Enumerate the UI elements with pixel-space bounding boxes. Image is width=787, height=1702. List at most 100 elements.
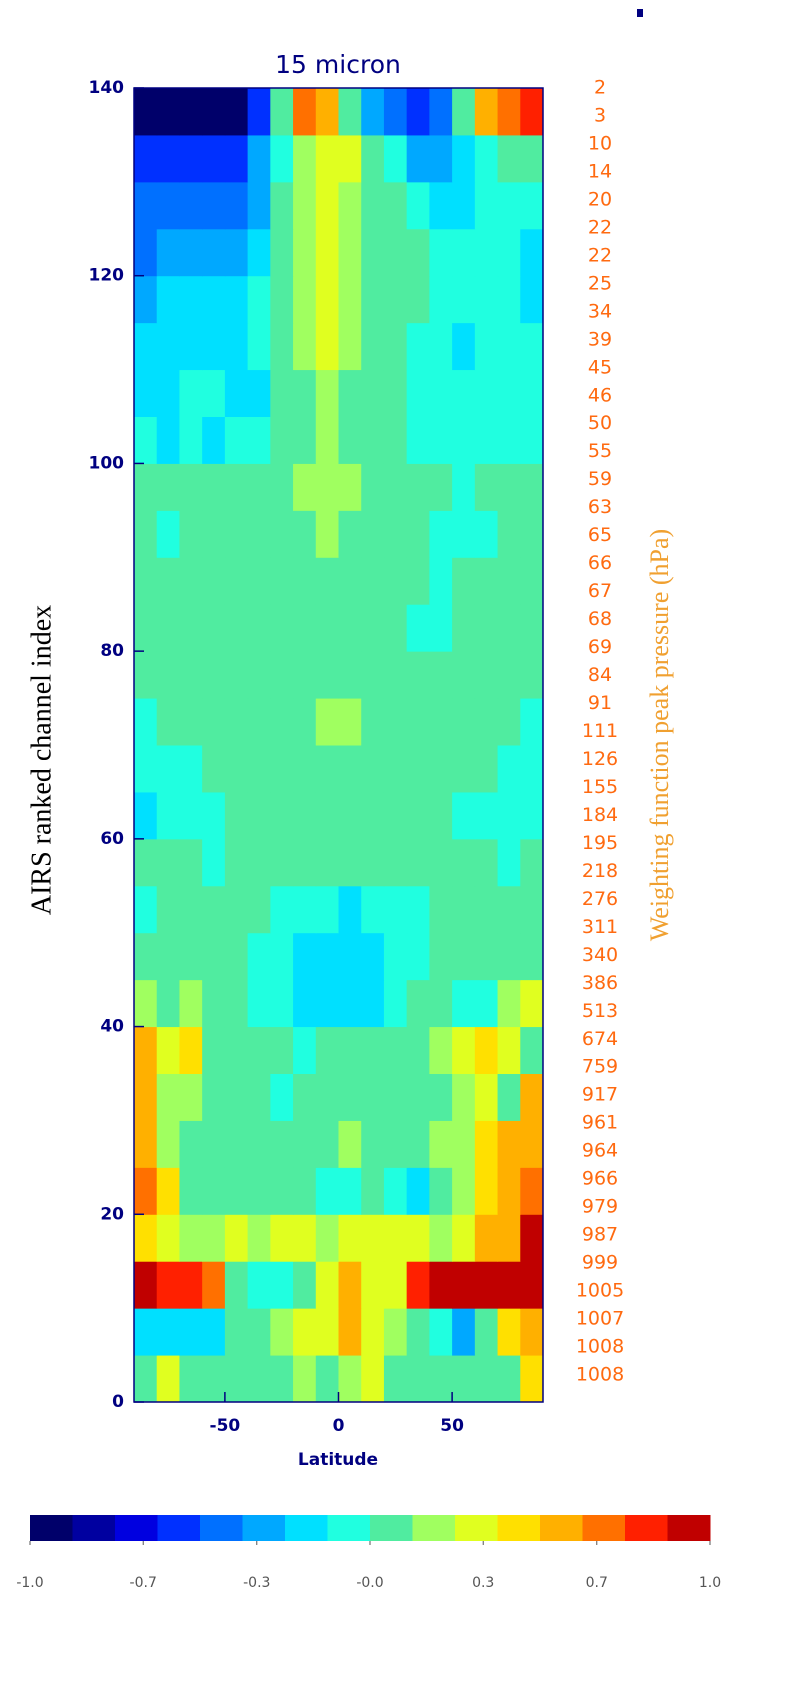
heatmap-cell bbox=[202, 510, 226, 558]
heatmap-cell bbox=[406, 1214, 430, 1262]
heatmap-cell bbox=[156, 698, 180, 746]
heatmap-cell bbox=[383, 604, 408, 652]
heatmap-cell bbox=[315, 228, 339, 277]
heatmap-cell bbox=[270, 557, 294, 605]
heatmap-cell bbox=[270, 651, 294, 699]
heatmap-cell bbox=[474, 228, 499, 277]
heatmap-cell bbox=[315, 416, 339, 464]
heatmap-cell bbox=[361, 698, 385, 746]
heatmap-cell bbox=[452, 369, 476, 417]
x-tick-label: 50 bbox=[440, 1416, 464, 1436]
heatmap-cell bbox=[134, 463, 158, 511]
heatmap-cell bbox=[520, 322, 544, 371]
heatmap-cell bbox=[338, 228, 362, 277]
heatmap-cell bbox=[202, 1261, 226, 1309]
heatmap-cell bbox=[429, 1261, 453, 1309]
heatmap-cell bbox=[452, 1167, 476, 1215]
heatmap-cell bbox=[452, 1026, 476, 1074]
colorbar-segment bbox=[242, 1515, 286, 1541]
heatmap-cell bbox=[452, 745, 476, 793]
heatmap-cell bbox=[224, 838, 249, 887]
heatmap-cell bbox=[202, 275, 226, 324]
heatmap-cell bbox=[315, 745, 339, 793]
heatmap-cell bbox=[156, 932, 180, 981]
heatmap-cell bbox=[224, 1261, 249, 1309]
heatmap-cell bbox=[224, 885, 249, 934]
heatmap-cell bbox=[134, 1073, 158, 1121]
heatmap-cell bbox=[338, 1026, 362, 1074]
y-axis-label: AIRS ranked channel index bbox=[26, 605, 57, 915]
heatmap-cell bbox=[270, 1261, 294, 1309]
heatmap-cell bbox=[520, 369, 544, 417]
pressure-label: 218 bbox=[582, 860, 618, 882]
heatmap-cell bbox=[270, 838, 294, 887]
heatmap-cell bbox=[520, 979, 544, 1028]
heatmap-cell bbox=[497, 1167, 521, 1215]
heatmap-cell bbox=[338, 275, 362, 324]
heatmap-cell bbox=[156, 1167, 180, 1215]
heatmap-cell bbox=[315, 1308, 339, 1356]
pressure-label: 66 bbox=[588, 552, 612, 574]
heatmap-cell bbox=[383, 275, 408, 324]
heatmap-cell bbox=[338, 510, 362, 558]
heatmap-cell bbox=[134, 979, 158, 1028]
heatmap-cell bbox=[156, 838, 180, 887]
heatmap-cell bbox=[406, 979, 430, 1028]
heatmap-cell bbox=[474, 1073, 499, 1121]
heatmap-cell bbox=[315, 791, 339, 840]
heatmap-cell bbox=[406, 510, 430, 558]
heatmap-cell bbox=[270, 791, 294, 840]
pressure-label: 999 bbox=[582, 1252, 618, 1274]
heatmap-cell bbox=[134, 651, 158, 699]
heatmap-cell bbox=[270, 416, 294, 464]
heatmap-cell bbox=[270, 322, 294, 371]
heatmap-cell bbox=[520, 88, 544, 136]
heatmap-cell bbox=[315, 134, 339, 183]
pressure-label: 917 bbox=[582, 1084, 618, 1106]
heatmap-cell bbox=[361, 228, 385, 277]
heatmap-cell bbox=[383, 134, 408, 183]
heatmap-cell bbox=[247, 1120, 271, 1168]
heatmap-cell bbox=[247, 698, 271, 746]
heatmap-cell bbox=[520, 885, 544, 934]
heatmap-cell bbox=[338, 745, 362, 793]
heatmap-cell bbox=[474, 979, 499, 1028]
heatmap-cell bbox=[338, 791, 362, 840]
heatmap-cell bbox=[474, 275, 499, 324]
heatmap-cell bbox=[406, 369, 430, 417]
heatmap-cell bbox=[270, 369, 294, 417]
heatmap-cell bbox=[179, 1355, 203, 1403]
heatmap-cell bbox=[497, 228, 521, 277]
heatmap-cell bbox=[429, 885, 453, 934]
heatmap-cell bbox=[293, 1261, 317, 1309]
heatmap-cell bbox=[202, 1214, 226, 1262]
heatmap-cell bbox=[293, 463, 317, 511]
pressure-label: 1008 bbox=[576, 1336, 624, 1358]
heatmap-cell bbox=[474, 134, 499, 183]
heatmap-cell bbox=[520, 275, 544, 324]
heatmap-cell bbox=[520, 651, 544, 699]
heatmap-cell bbox=[293, 322, 317, 371]
heatmap-cell bbox=[315, 979, 339, 1028]
heatmap-cell bbox=[429, 1308, 453, 1356]
heatmap-cell bbox=[406, 604, 430, 652]
heatmap-cell bbox=[315, 604, 339, 652]
heatmap-cell bbox=[429, 1073, 453, 1121]
heatmap-cell bbox=[247, 1026, 271, 1074]
heatmap-cell bbox=[179, 1026, 203, 1074]
pressure-label: 22 bbox=[588, 216, 612, 238]
heatmap-cell bbox=[497, 1073, 521, 1121]
heatmap-cell bbox=[429, 228, 453, 277]
heatmap-cell bbox=[179, 88, 203, 136]
heatmap-cell bbox=[361, 322, 385, 371]
heatmap-cell bbox=[452, 510, 476, 558]
heatmap-cell bbox=[383, 698, 408, 746]
heatmap-cell bbox=[315, 1026, 339, 1074]
heatmap-cell bbox=[452, 557, 476, 605]
heatmap-cell bbox=[224, 1214, 249, 1262]
heatmap-cell bbox=[406, 1308, 430, 1356]
heatmap-cell bbox=[270, 1308, 294, 1356]
heatmap-cell bbox=[156, 1214, 180, 1262]
colorbar-tick-label: 0.7 bbox=[586, 1575, 608, 1591]
heatmap-cell bbox=[293, 510, 317, 558]
